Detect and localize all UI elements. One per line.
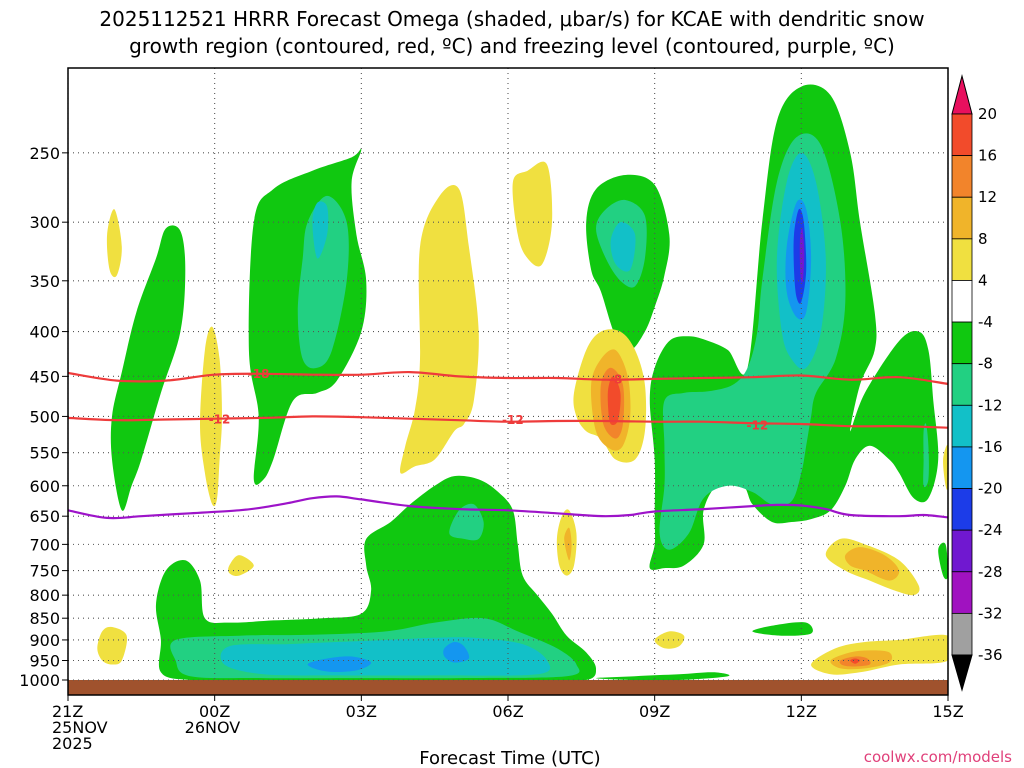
y-tick-label: 300 <box>29 213 60 232</box>
colorbar-segment <box>951 529 973 573</box>
chart-title-line-2: growth region (contoured, red, ºC) and f… <box>129 34 895 58</box>
colorbar-segment <box>951 280 973 323</box>
colorbar-segment <box>951 363 973 406</box>
contours: -18 -12 -12 -12 -8 <box>68 367 948 520</box>
omega-region-omega-4-to-8 <box>654 631 685 649</box>
omega-region-omega-4-to-8 <box>943 444 948 490</box>
colorbar-segment <box>951 196 973 240</box>
colorbar-label: -36 <box>978 646 1003 664</box>
y-tick-label: 650 <box>29 507 60 526</box>
chart-title-line-1: 2025112521 HRRR Forecast Omega (shaded, … <box>99 7 924 31</box>
colorbar-segment <box>951 113 973 157</box>
colorbar-segment <box>951 571 973 614</box>
x-tick-label: 2025 <box>52 734 93 753</box>
colorbar-segment <box>951 612 973 656</box>
contour-label: -12 <box>502 413 524 427</box>
x-tick-label: 09Z <box>639 702 670 721</box>
omega-region-omega-16-to-20 <box>850 658 860 664</box>
omega-region-omega-neg12-to-neg16 <box>312 201 329 259</box>
contour-label: -12 <box>209 412 231 426</box>
omega-region-omega-neg4-to-neg8 <box>110 225 186 511</box>
y-tick-label: 900 <box>29 631 60 650</box>
contour-label: -18 <box>248 367 270 381</box>
omega-region-omega-4-to-8 <box>512 161 553 267</box>
colorbar-label: 8 <box>978 230 988 248</box>
x-tick-label: 00Z <box>199 702 230 721</box>
omega-region-omega-8-to-12 <box>564 527 572 561</box>
omega-region-omega-neg8-to-neg12 <box>449 503 484 541</box>
y-tick-label: 1000 <box>19 671 60 690</box>
colorbar-label: -12 <box>978 396 1003 414</box>
contour-label: -12 <box>746 418 768 432</box>
omega-region-omega-neg16-to-neg20 <box>443 641 470 663</box>
colorbar-label: -24 <box>978 521 1003 539</box>
omega-region-omega-4-to-8 <box>97 626 128 665</box>
colorbar-label: -16 <box>978 438 1003 456</box>
omega-region-omega-neg8-to-neg12 <box>297 195 349 369</box>
y-tick-label: 250 <box>29 144 60 163</box>
omega-fills <box>97 84 948 680</box>
y-tick-label: 400 <box>29 323 60 342</box>
colorbar-bottom-arrow <box>951 654 973 692</box>
colorbar-label: -28 <box>978 563 1003 581</box>
ground-bar <box>68 680 948 695</box>
colorbar-label: -8 <box>978 355 993 373</box>
omega-region-omega-neg12-to-neg16 <box>220 637 551 676</box>
y-tick-label: 600 <box>29 477 60 496</box>
y-tick-label: 550 <box>29 444 60 463</box>
y-tick-label: 750 <box>29 562 60 581</box>
omega-region-omega-neg12-to-neg16 <box>610 222 636 272</box>
x-tick-label: 03Z <box>346 702 377 721</box>
x-tick-label: 26NOV <box>185 718 241 737</box>
omega-region-omega-4-to-8 <box>200 326 222 507</box>
contour-freezing-level <box>68 495 948 520</box>
omega-region-omega-8-to-12 <box>844 547 900 581</box>
colorbar-label: -20 <box>978 480 1003 498</box>
omega-region-omega-4-to-8 <box>400 184 479 474</box>
contour-label: -8 <box>609 373 622 387</box>
x-axis-label: Forecast Time (UTC) <box>419 748 600 768</box>
omega-region-omega-neg8-to-neg12 <box>923 423 929 488</box>
contour-dgz-minus12 <box>68 415 948 429</box>
y-tick-label: 500 <box>29 407 60 426</box>
colorbar-segment <box>951 238 973 281</box>
omega-region-omega-neg4-to-neg8 <box>938 542 948 580</box>
colorbar-top-arrow <box>951 74 973 115</box>
x-tick-label: 06Z <box>492 702 523 721</box>
colorbar-label: 12 <box>978 188 997 206</box>
omega-region-omega-4-to-8 <box>106 209 122 278</box>
contour-dgz-minus18 <box>68 370 948 385</box>
omega-region-omega-neg4-to-neg8 <box>595 672 730 680</box>
colorbar-label: 20 <box>978 105 997 123</box>
y-tick-label: 350 <box>29 272 60 291</box>
colorbar-label: -32 <box>978 604 1003 622</box>
x-tick-label: 21Z <box>52 702 83 721</box>
y-tick-label: 700 <box>29 535 60 554</box>
y-tick-label: 800 <box>29 586 60 605</box>
omega-region-omega-16-to-20 <box>607 376 621 426</box>
colorbar-segment <box>951 488 973 531</box>
omega-region-omega-neg4-to-neg8 <box>752 622 813 636</box>
plot-area: -18 -12 -12 -12 -8 250 300 350 400 450 500 550 600 65… <box>19 67 964 753</box>
omega-region-omega-4-to-8 <box>228 555 254 577</box>
colorbar-segment <box>951 155 973 198</box>
colorbar: 20 16 12 8 4 -4 -8 -12 -16 -20 -24 -28 -32 -36 <box>951 74 1003 692</box>
y-tick-label: 450 <box>29 367 60 386</box>
x-tick-label: 25NOV <box>52 718 108 737</box>
colorbar-segment <box>951 321 973 365</box>
credit-text: coolwx.com/models <box>864 748 1012 766</box>
y-tick-label: 850 <box>29 609 60 628</box>
x-tick-label: 15Z <box>932 702 963 721</box>
y-tick-label: 950 <box>29 651 60 670</box>
colorbar-label: -4 <box>978 313 993 331</box>
colorbar-label: 16 <box>978 147 997 165</box>
colorbar-label: 4 <box>978 271 988 289</box>
x-tick-label: 12Z <box>786 702 817 721</box>
colorbar-segment <box>951 404 973 448</box>
colorbar-segment <box>951 446 973 489</box>
